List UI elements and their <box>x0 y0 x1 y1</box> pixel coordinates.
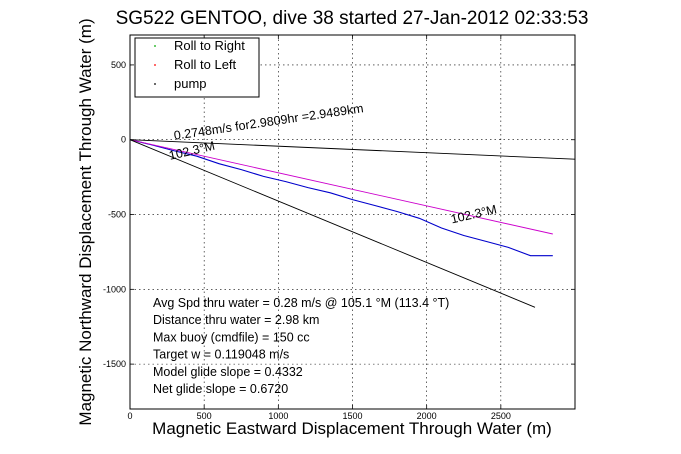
stats-line: Max buoy (cmdfile) = 150 cc <box>153 330 310 344</box>
y-tick-label: -1500 <box>103 359 126 369</box>
y-tick-label: -500 <box>108 210 126 220</box>
stats-block: Avg Spd thru water = 0.28 m/s @ 105.1 °M… <box>153 296 449 396</box>
x-axis-label: Magnetic Eastward Displacement Through W… <box>152 419 552 438</box>
legend-items: Roll to Right Roll to Left pump <box>154 38 245 91</box>
stats-line: Avg Spd thru water = 0.28 m/s @ 105.1 °M… <box>153 296 449 310</box>
grid <box>130 35 575 409</box>
stats-line: Distance thru water = 2.98 km <box>153 313 319 327</box>
y-tick-label: 500 <box>111 60 126 70</box>
tick-labels: 0 500 1000 1500 2000 2500 -1500 -1000 -500 0 500 <box>103 35 575 421</box>
legend-marker <box>154 45 156 47</box>
series-layer <box>129 139 576 308</box>
x-tick-label: 0 <box>127 411 132 421</box>
legend-label: Roll to Left <box>174 57 237 72</box>
x-tick-label: 500 <box>197 411 212 421</box>
heading-line <box>129 139 576 160</box>
legend-label: pump <box>174 76 207 91</box>
x-tick-label: 2500 <box>491 411 511 421</box>
stats-line: Target w = 0.119048 m/s <box>153 348 289 362</box>
heading-line <box>129 139 553 235</box>
heading-line <box>129 139 536 308</box>
x-tick-label: 1000 <box>268 411 288 421</box>
stats-line: Net glide slope = 0.6720 <box>153 382 288 396</box>
legend-marker <box>154 64 156 66</box>
legend-box <box>134 37 260 98</box>
y-tick-label: -1000 <box>103 284 126 294</box>
legend-marker <box>154 83 156 85</box>
x-tick-label: 2000 <box>417 411 437 421</box>
legend-label: Roll to Right <box>174 38 245 53</box>
x-tick-label: 1500 <box>342 411 362 421</box>
y-tick-label: 0 <box>121 135 126 145</box>
stats-line: Model glide slope = 0.4332 <box>153 365 303 379</box>
glider-track-line <box>129 139 553 257</box>
chart-title: SG522 GENTOO, dive 38 started 27-Jan-201… <box>116 8 589 29</box>
y-axis-label: Magnetic Northward Displacement Through … <box>76 18 95 425</box>
legend: Roll to Right Roll to Left pump <box>134 37 260 98</box>
